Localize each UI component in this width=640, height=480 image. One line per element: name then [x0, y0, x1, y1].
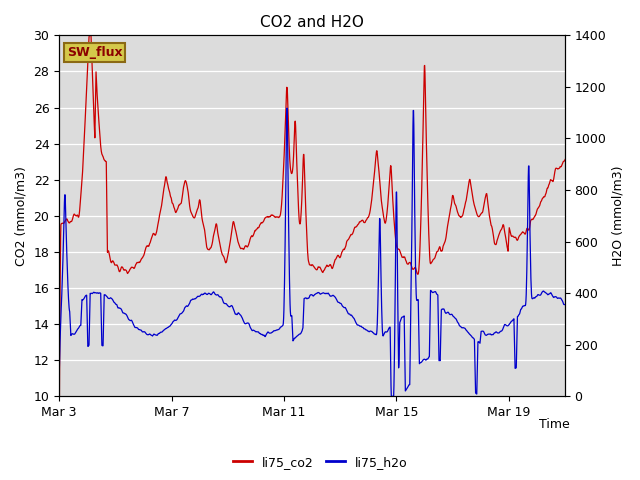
Title: CO2 and H2O: CO2 and H2O: [260, 15, 364, 30]
Text: SW_flux: SW_flux: [67, 46, 122, 59]
Y-axis label: CO2 (mmol/m3): CO2 (mmol/m3): [15, 166, 28, 266]
X-axis label: Time: Time: [539, 418, 570, 431]
Y-axis label: H2O (mmol/m3): H2O (mmol/m3): [612, 166, 625, 266]
Legend: li75_co2, li75_h2o: li75_co2, li75_h2o: [228, 451, 412, 474]
